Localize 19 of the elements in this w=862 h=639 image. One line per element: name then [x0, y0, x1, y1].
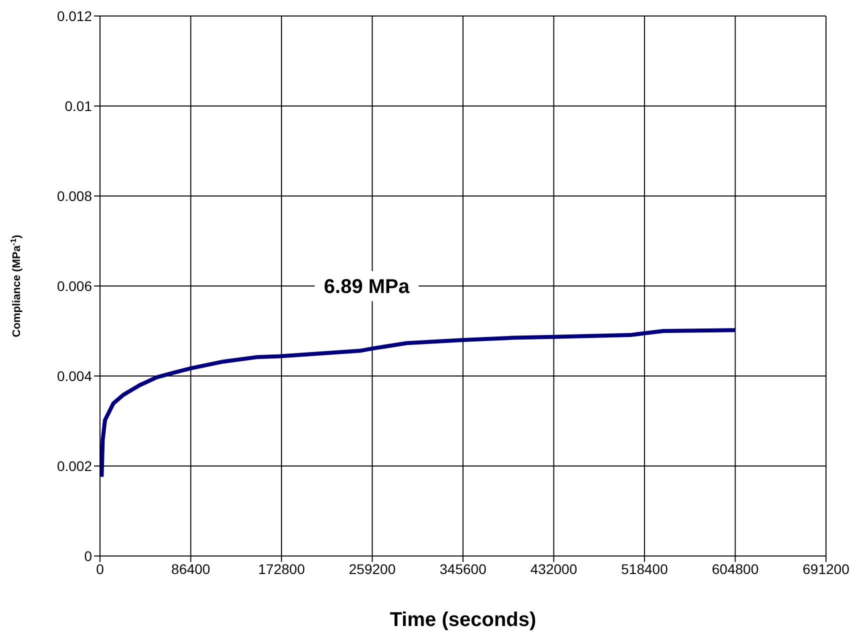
y-tick-label: 0.01 — [64, 98, 92, 114]
x-axis-title: Time (seconds) — [390, 609, 536, 631]
x-tick-label: 0 — [96, 560, 104, 577]
x-tick-label: 691200 — [802, 560, 850, 577]
y-tick-label: 0.012 — [56, 8, 92, 24]
x-tick-label: 345600 — [440, 560, 487, 577]
y-tick-label: 0 — [84, 548, 92, 564]
y-tick-label: 0.008 — [56, 188, 92, 204]
x-tick-label: 259200 — [348, 560, 396, 577]
x-tick-label: 604800 — [712, 560, 759, 577]
x-tick-label: 518400 — [621, 560, 668, 577]
y-tick-label: 0.002 — [56, 458, 92, 474]
y-tick-label: 0.004 — [56, 368, 92, 384]
text: 6.89 MPa — [324, 276, 410, 298]
x-tick-label: 86400 — [171, 560, 210, 577]
x-tick-label: 172800 — [258, 560, 306, 577]
x-tick-label: 432000 — [530, 560, 578, 577]
y-tick-label: 0.006 — [56, 278, 92, 294]
line-series — [100, 328, 738, 479]
